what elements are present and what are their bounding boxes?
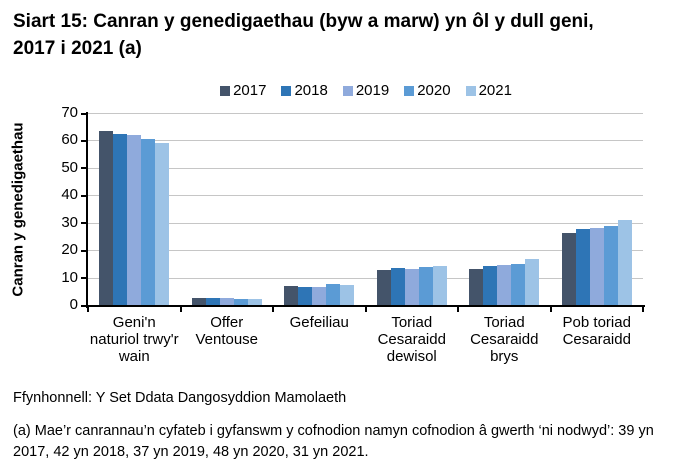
bar-2021-cat3: [340, 285, 355, 305]
x-tick-4: [457, 307, 459, 312]
x-tick-6: [642, 307, 644, 312]
legend-label: 2020: [417, 82, 451, 99]
bar-2020-cat2: [233, 298, 248, 305]
bar-2020-cat1: [141, 139, 156, 305]
bar-2019-cat4: [404, 268, 419, 305]
x-tick-2: [272, 307, 274, 312]
y-tick-label-70: 70: [61, 104, 78, 121]
legend-swatch-icon: [404, 85, 415, 96]
legend-label: 2018: [294, 82, 328, 99]
category-label-5: Toriad Cesaraidd brys: [470, 314, 539, 365]
bar-2020-cat6: [603, 226, 618, 305]
y-tick-label-20: 20: [61, 241, 78, 259]
legend-label: 2021: [478, 82, 512, 99]
bar-2018-cat3: [298, 287, 313, 305]
y-tick-label-10: 10: [61, 268, 78, 286]
bar-2019-cat3: [312, 287, 327, 305]
gridline-20: [88, 250, 643, 252]
legend-swatch-icon: [281, 85, 292, 96]
x-tick-3: [364, 307, 367, 312]
gridline-30: [88, 222, 643, 224]
bar-2018-cat2: [205, 297, 220, 305]
y-tick-label-60: 60: [61, 131, 78, 149]
gridline-50: [88, 167, 643, 169]
bar-2018-cat1: [113, 134, 128, 305]
legend-item-2021: 2021: [465, 82, 512, 99]
bar-2021-cat1: [155, 143, 170, 305]
gridline-60: [88, 140, 643, 142]
y-tick-50: [81, 167, 87, 170]
bar-2019-cat2: [219, 298, 234, 305]
source-text: Ffynhonnell: Y Set Ddata Dangosyddion Ma…: [13, 390, 347, 406]
y-tick-label-40: 40: [61, 186, 78, 204]
footnote-text: (a) Mae’r canrannau’n cyfateb i gyfanswm…: [13, 423, 654, 460]
bar-2017-cat3: [284, 285, 299, 305]
bar-2019-cat1: [127, 134, 142, 305]
bar-2018-cat6: [575, 229, 590, 305]
bar-2017-cat5: [469, 268, 484, 305]
gridline-70: [88, 113, 643, 114]
x-axis-line: [86, 305, 645, 307]
legend-label: 2017: [233, 82, 267, 99]
y-tick-0: [81, 304, 87, 307]
y-tick-40: [81, 194, 87, 197]
bar-2017-cat1: [99, 131, 114, 305]
x-tick-5: [549, 307, 552, 312]
y-tick-70: [81, 112, 87, 115]
bar-2019-cat6: [589, 228, 604, 305]
category-label-6: Pob toriad Cesaraidd: [562, 314, 631, 348]
bar-2021-cat2: [247, 298, 262, 305]
plot-area: [88, 113, 643, 305]
bar-2018-cat5: [483, 265, 498, 305]
category-label-2: Offer Ventouse: [195, 314, 259, 348]
bar-2017-cat6: [561, 232, 576, 305]
legend-item-2017: 2017: [220, 82, 266, 99]
bar-2019-cat5: [497, 264, 512, 305]
bar-2021-cat4: [432, 266, 447, 305]
legend-swatch-icon: [342, 85, 353, 96]
y-axis-line: [86, 112, 88, 308]
x-tick-1: [179, 307, 182, 312]
y-tick-20: [81, 249, 87, 252]
chart-title: Siart 15: Canran y genedigaethau (byw a …: [13, 11, 594, 59]
legend-swatch-icon: [465, 85, 476, 96]
bar-2020-cat3: [326, 283, 341, 305]
y-tick-60: [81, 139, 87, 142]
legend-item-2018: 2018: [281, 82, 328, 99]
legend-item-2020: 2020: [404, 82, 451, 99]
y-tick-30: [81, 222, 87, 225]
y-tick-10: [81, 277, 87, 280]
gridline-40: [88, 195, 643, 197]
x-tick-0: [87, 307, 89, 312]
y-tick-label-0: 0: [69, 296, 78, 313]
gridline-10: [88, 277, 643, 279]
legend-swatch-icon: [220, 85, 231, 96]
y-axis-title-text: Canran y genedigaethau: [9, 121, 27, 297]
category-label-1: Geni'n naturiol trwy'r wain: [89, 314, 179, 365]
bar-2020-cat4: [418, 267, 433, 305]
y-tick-label-50: 50: [61, 158, 78, 176]
category-label-4: Toriad Cesaraidd dewisol: [377, 314, 446, 365]
category-label-3: Gefeiliau: [289, 314, 349, 331]
bar-2017-cat2: [191, 297, 206, 305]
bar-2017-cat4: [376, 270, 391, 305]
legend-label: 2019: [355, 82, 390, 99]
y-tick-label-30: 30: [61, 213, 78, 231]
bar-2020-cat5: [511, 263, 526, 305]
bar-2021-cat5: [525, 258, 540, 305]
legend: 2017 2018 2019 2020 2021: [88, 82, 644, 99]
bar-2018-cat4: [390, 268, 405, 305]
legend-item-2019: 2019: [342, 82, 390, 99]
bar-2021-cat6: [617, 219, 632, 305]
y-axis-title: Canran y genedigaethau: [8, 113, 28, 305]
